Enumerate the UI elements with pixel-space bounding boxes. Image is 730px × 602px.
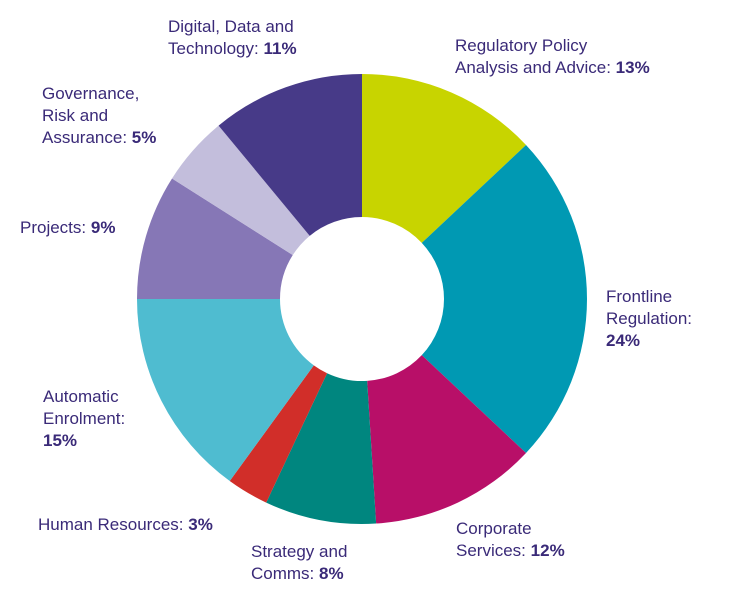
value-label: 13% bbox=[615, 58, 650, 77]
label-line: Corporate bbox=[456, 519, 532, 538]
label-line: Analysis and Advice: 13% bbox=[455, 58, 650, 77]
label-projects: Projects: 9% bbox=[20, 217, 115, 239]
value-label: 12% bbox=[530, 541, 565, 560]
label-line: Services: 12% bbox=[456, 541, 565, 560]
label-line: Frontline bbox=[606, 287, 673, 306]
label-line: Automatic bbox=[43, 387, 119, 406]
label-line: Digital, Data and bbox=[168, 17, 294, 36]
slice-corporate-services bbox=[367, 355, 527, 524]
value-label: 8% bbox=[319, 564, 344, 583]
label-line: Strategy and bbox=[251, 542, 348, 561]
slice-digital-data-and-technology bbox=[218, 74, 362, 236]
label-line: Enrolment: bbox=[43, 409, 126, 428]
label-corporate-services: Corporate Services: 12% bbox=[456, 518, 565, 562]
value-label: 24% bbox=[606, 331, 641, 350]
label-line: Governance, bbox=[42, 84, 140, 103]
label-line: Assurance: 5% bbox=[42, 128, 157, 147]
label-governance-risk-and-assurance: Governance, Risk and Assurance: 5% bbox=[42, 83, 156, 149]
label-line: Technology: 11% bbox=[168, 39, 297, 58]
value-label: 9% bbox=[90, 218, 116, 237]
label-line: Comms: 8% bbox=[251, 564, 344, 583]
slice-governance-risk-and-assurance bbox=[172, 125, 310, 256]
slice-human-resources bbox=[229, 365, 328, 503]
slice-projects bbox=[137, 178, 293, 299]
label-line: Human Resources: 3% bbox=[38, 515, 213, 534]
label-line: Regulatory Policy bbox=[455, 36, 588, 55]
value-label: 11% bbox=[263, 39, 297, 58]
label-human-resources: Human Resources: 3% bbox=[38, 514, 213, 536]
value-label: 3% bbox=[188, 515, 213, 534]
value-label: 5% bbox=[131, 128, 157, 147]
slice-automatic-enrolment bbox=[137, 299, 314, 482]
label-line: Projects: 9% bbox=[20, 218, 116, 237]
slice-frontline-regulation bbox=[421, 144, 587, 454]
value-label: 15% bbox=[43, 431, 78, 450]
label-frontline-regulation: Frontline Regulation: 24% bbox=[606, 286, 692, 352]
slice-strategy-and-comms bbox=[266, 373, 377, 524]
label-line: Regulation: bbox=[606, 309, 693, 328]
label-line: Risk and bbox=[42, 106, 109, 125]
label-digital-data-and-technology: Digital, Data and Technology: 11% bbox=[168, 16, 297, 60]
label-automatic-enrolment: Automatic Enrolment: 15% bbox=[43, 386, 125, 452]
label-regulatory-policy-analysis-and-advice: Regulatory Policy Analysis and Advice: 13… bbox=[455, 35, 650, 79]
slice-regulatory-policy-analysis-and-advice bbox=[362, 74, 527, 243]
label-strategy-and-comms: Strategy and Comms: 8% bbox=[251, 541, 347, 585]
